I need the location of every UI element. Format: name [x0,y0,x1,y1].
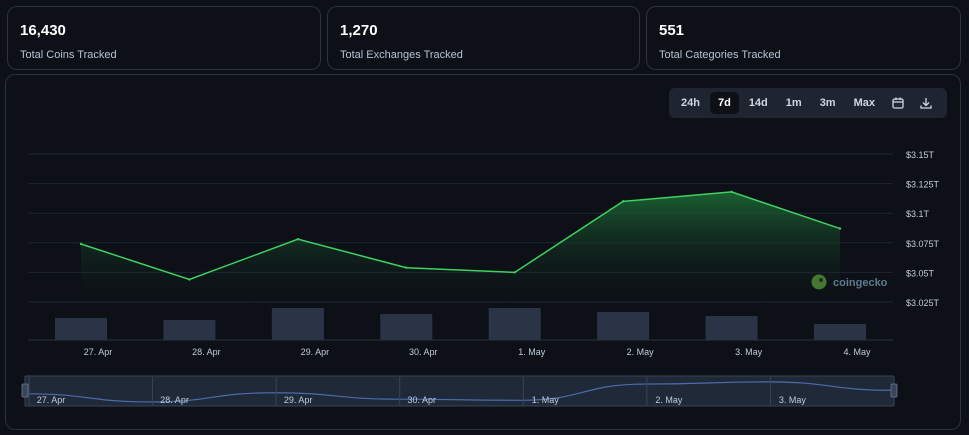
calendar-icon[interactable] [885,92,911,114]
stat-label: Total Categories Tracked [659,49,781,61]
range-max-button[interactable]: Max [853,97,875,109]
stat-label: Total Coins Tracked [20,49,117,61]
stat-value: 16,430 [20,22,66,39]
time-range-selector: 24h 7d 14d 1m 3m Max [669,88,947,118]
stat-card-coins: 16,430 Total Coins Tracked [7,6,321,70]
stat-label: Total Exchanges Tracked [340,49,463,61]
stat-card-exchanges: 1,270 Total Exchanges Tracked [327,6,640,70]
range-7d-button[interactable]: 7d [709,92,739,114]
download-icon[interactable] [913,92,939,114]
stat-value: 551 [659,22,685,39]
range-3m-button[interactable]: 3m [819,97,836,109]
stat-value: 1,270 [340,22,378,39]
stat-card-categories: 551 Total Categories Tracked [646,6,961,70]
market-cap-chart-card [5,74,961,430]
range-24h-button[interactable]: 24h [681,97,700,109]
range-1m-button[interactable]: 1m [785,97,802,109]
range-14d-button[interactable]: 14d [748,97,768,109]
